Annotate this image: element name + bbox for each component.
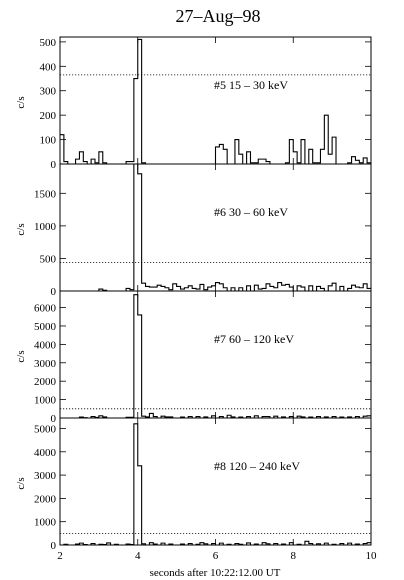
histogram-series [60,294,371,419]
y-tick-label: 2000 [34,376,57,388]
x-tick-label: 2 [57,550,63,562]
y-tick-label: 1000 [34,517,57,529]
channel-label: #8 120 – 240 keV [214,459,300,473]
y-tick-label: 500 [40,37,57,49]
y-tick-label: 1000 [34,221,57,233]
y-tick-label: 400 [40,61,57,73]
y-tick-label: 500 [40,253,57,265]
x-tick-label: 6 [213,550,219,562]
x-tick-label: 4 [135,550,141,562]
y-tick-label: 100 [40,135,57,147]
figure-title: 27–Aug–98 [176,6,261,26]
channel-label: #7 60 – 120 keV [214,332,294,346]
y-tick-label: 0 [51,413,57,425]
panel-frame [59,417,372,546]
y-tick-label: 300 [40,86,57,98]
x-tick-label: 10 [366,550,378,562]
y-tick-label: 0 [51,159,57,171]
y-tick-label: 4000 [34,339,57,351]
channel-label: #6 30 – 60 keV [214,205,288,219]
y-tick-label: 200 [40,110,57,122]
histogram-series [60,163,371,292]
panel-frame [59,163,372,292]
y-tick-label: 5000 [34,321,57,333]
histogram-series [60,38,371,165]
panel-frame [59,290,372,419]
x-tick-label: 8 [291,550,297,562]
x-axis-label: seconds after 10:22:12.00 UT [150,567,281,579]
y-tick-label: 6000 [34,303,57,315]
panel-3: 0 1000 2000 3000 4000 5000 6000 c/s #7 60 – 120 … [15,290,372,425]
y-tick-label: 4000 [34,447,57,459]
y-axis-label: c/s [15,223,27,235]
y-tick-label: 3000 [34,358,57,370]
y-axis-label: c/s [15,96,27,108]
y-tick-label: 5000 [34,423,57,435]
y-tick-label: 1000 [34,395,57,407]
y-tick-label: 0 [51,286,57,298]
panel-2: 0 500 1000 1500 c/s #6 30 – 60 keV [15,163,372,298]
y-axis-label: c/s [15,350,27,362]
y-axis-label: c/s [15,477,27,489]
y-tick-label: 3000 [34,470,57,482]
histogram-series [60,423,371,546]
panel-1: 0 100 200 300 400 500 c/s #5 15 – 30 keV [15,36,372,171]
y-tick-label: 1500 [34,188,57,200]
y-tick-label: 2000 [34,493,57,505]
y-tick-label: 0 [51,540,57,552]
channel-label: #5 15 – 30 keV [214,78,288,92]
panel-4: 0 1000 2000 3000 4000 5000 c/s #8 120 – 240 keV [15,417,372,552]
